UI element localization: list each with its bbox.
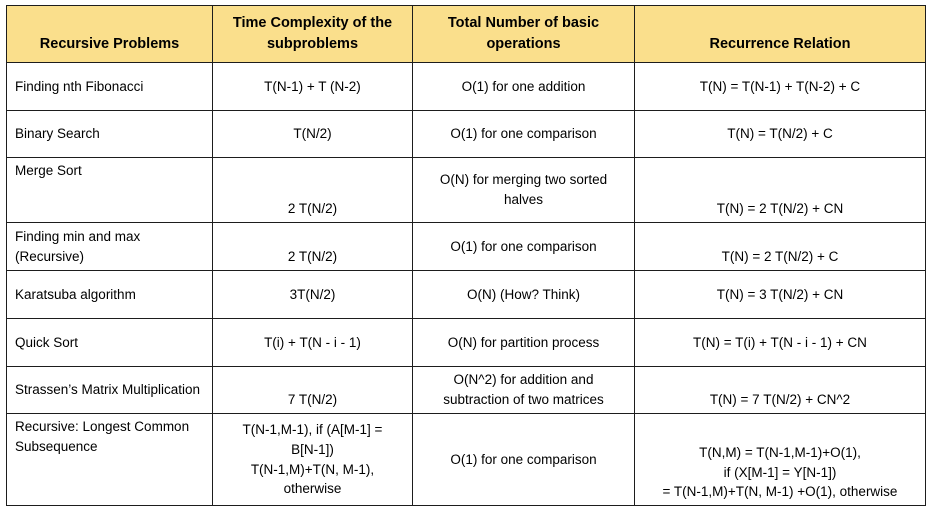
column-header-time-complexity: Time Complexity of the subproblems xyxy=(212,5,413,63)
table-cell-time-complexity: 2 T(N/2) xyxy=(212,222,413,271)
table-cell-recursive-problems: Finding min and max (Recursive) xyxy=(6,222,213,271)
table-cell-recursive-problems: Karatsuba algorithm xyxy=(6,270,213,319)
column-header-basic-operations: Total Number of basic operations xyxy=(412,5,635,63)
table-row: Binary Search T(N/2) O(1) for one comparis… xyxy=(6,110,926,158)
table-cell-recurrence-relation: T(N,M) = T(N-1,M-1)+O(1), if (X[M-1] = Y… xyxy=(634,413,926,506)
table-cell-recursive-problems: Strassen’s Matrix Multiplication xyxy=(6,366,213,414)
column-header-recurrence-relation: Recurrence Relation xyxy=(634,5,926,63)
table-cell-basic-operations: O(1) for one addition xyxy=(412,62,635,111)
table-row: Finding nth Fibonacci T(N-1) + T (N-2) O(1… xyxy=(6,62,926,111)
column-header-recursive-problems: Recursive Problems xyxy=(6,5,213,63)
table-row: Karatsuba algorithm 3T(N/2) O(N) (How? Thi… xyxy=(6,270,926,319)
table-cell-time-complexity: 3T(N/2) xyxy=(212,270,413,319)
table-cell-recurrence-relation: T(N) = T(i) + T(N - i - 1) + CN xyxy=(634,318,926,367)
table-cell-recurrence-relation: T(N) = 3 T(N/2) + CN xyxy=(634,270,926,319)
table-cell-time-complexity: 2 T(N/2) xyxy=(212,157,413,223)
table-row: Recursive: Longest Common Subsequence T(N… xyxy=(6,413,926,506)
table-cell-recurrence-relation: T(N) = 7 T(N/2) + CN^2 xyxy=(634,366,926,414)
table-cell-recurrence-relation: T(N) = 2 T(N/2) + CN xyxy=(634,157,926,223)
table-cell-recursive-problems: Quick Sort xyxy=(6,318,213,367)
table-cell-basic-operations: O(N) for partition process xyxy=(412,318,635,367)
table-cell-basic-operations: O(N^2) for addition and subtraction of t… xyxy=(412,366,635,414)
table-cell-recursive-problems: Recursive: Longest Common Subsequence xyxy=(6,413,213,506)
table-cell-basic-operations: O(N) for merging two sorted halves xyxy=(412,157,635,223)
table-cell-recurrence-relation: T(N) = T(N/2) + C xyxy=(634,110,926,158)
table-header-row: Recursive Problems Time Complexity of the… xyxy=(6,5,926,63)
table-cell-basic-operations: O(1) for one comparison xyxy=(412,413,635,506)
table-cell-recurrence-relation: T(N) = T(N-1) + T(N-2) + C xyxy=(634,62,926,111)
table-cell-time-complexity: 7 T(N/2) xyxy=(212,366,413,414)
table-cell-time-complexity: T(i) + T(N - i - 1) xyxy=(212,318,413,367)
table-row: Strassen’s Matrix Multiplication 7 T(N/2)… xyxy=(6,366,926,414)
table-cell-recursive-problems: Merge Sort xyxy=(6,157,213,223)
table-cell-recursive-problems: Binary Search xyxy=(6,110,213,158)
table-row: Merge Sort 2 T(N/2) O(N) for merging two s… xyxy=(6,157,926,223)
table-row: Quick Sort T(i) + T(N - i - 1) O(N) for pa… xyxy=(6,318,926,367)
table-cell-time-complexity: T(N-1,M-1), if (A[M-1] = B[N-1]) T(N-1,M… xyxy=(212,413,413,506)
table-cell-basic-operations: O(1) for one comparison xyxy=(412,110,635,158)
table-cell-time-complexity: T(N/2) xyxy=(212,110,413,158)
table-cell-recurrence-relation: T(N) = 2 T(N/2) + C xyxy=(634,222,926,271)
table-row: Finding min and max (Recursive) 2 T(N/2) O… xyxy=(6,222,926,271)
table-cell-basic-operations: O(N) (How? Think) xyxy=(412,270,635,319)
table-body: Finding nth Fibonacci T(N-1) + T (N-2) O(1… xyxy=(6,62,926,506)
table-header: Recursive Problems Time Complexity of the… xyxy=(6,5,926,63)
recurrence-relations-table: Recursive Problems Time Complexity of the… xyxy=(6,5,926,506)
table-cell-recursive-problems: Finding nth Fibonacci xyxy=(6,62,213,111)
table-cell-basic-operations: O(1) for one comparison xyxy=(412,222,635,271)
table-cell-time-complexity: T(N-1) + T (N-2) xyxy=(212,62,413,111)
